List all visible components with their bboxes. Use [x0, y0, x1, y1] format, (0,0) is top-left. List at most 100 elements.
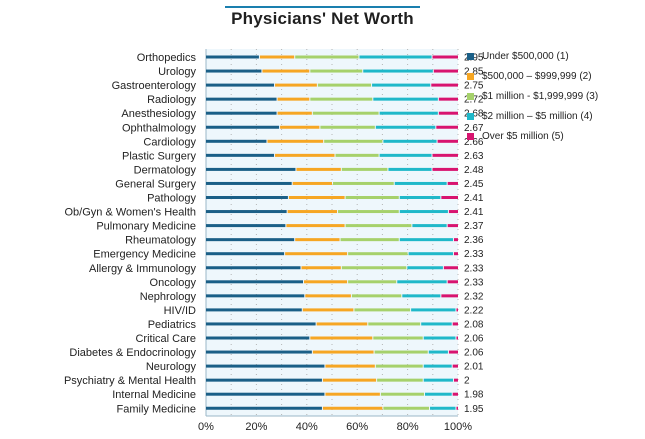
- bar-segment: [305, 294, 351, 298]
- category-label: Pediatrics: [148, 319, 197, 331]
- bar-segment: [345, 196, 399, 199]
- bar-segment: [206, 196, 288, 199]
- bar-segment: [206, 210, 287, 214]
- bar-segment: [374, 350, 428, 354]
- score-label: 2.33: [464, 249, 484, 260]
- bar-segment: [206, 266, 301, 270]
- bar-segment: [373, 336, 423, 340]
- bar-segment: [452, 364, 458, 368]
- category-label: Nephrology: [140, 291, 197, 303]
- bar-segment: [206, 83, 275, 87]
- bar-segment: [432, 153, 458, 157]
- bar-segment: [206, 364, 325, 368]
- bar-segment: [437, 139, 458, 143]
- bar-segment: [351, 294, 402, 298]
- bar-segment: [285, 252, 348, 256]
- score-label: 2.41: [464, 193, 484, 204]
- legend: Under $500,000 (1) $500,000 – $999,999 (2…: [467, 46, 598, 146]
- bar-segment: [324, 139, 383, 143]
- bar-segment: [310, 97, 373, 101]
- legend-swatch-icon: [467, 92, 474, 100]
- bar-segment: [423, 364, 452, 368]
- bar-segment: [286, 224, 345, 228]
- bar-segment: [275, 83, 317, 87]
- score-label: 2: [464, 376, 470, 387]
- bar-segment: [423, 378, 453, 382]
- bar-segment: [359, 55, 432, 59]
- bar-segment: [325, 364, 375, 368]
- score-label: 2.75: [464, 81, 484, 92]
- legend-item: $2 million – $5 million (4): [467, 106, 598, 126]
- bar-segment: [443, 266, 458, 270]
- legend-item: Over $5 million (5): [467, 126, 598, 146]
- bar-segment: [338, 210, 399, 214]
- bar-segment: [325, 392, 380, 396]
- gridlines: [205, 49, 459, 417]
- x-tick-label: 40%: [296, 421, 318, 433]
- bar-segment: [280, 125, 320, 129]
- bar-segment: [345, 224, 412, 228]
- bar-segment: [397, 280, 447, 284]
- bar-segment: [383, 139, 437, 143]
- score-label: 2.08: [464, 319, 484, 330]
- bar-segment: [206, 224, 286, 228]
- bar-segment: [348, 252, 408, 256]
- score-label: 2.48: [464, 165, 484, 176]
- category-label: Diabetes & Endocrinology: [69, 347, 196, 359]
- bar-segment: [399, 238, 453, 242]
- bar-segment: [206, 181, 292, 185]
- x-axis-ticks: 0% 20% 40% 60% 80% 100%: [198, 421, 472, 433]
- bar-segment: [399, 210, 448, 214]
- bar-segment: [373, 97, 438, 101]
- bar-segment: [375, 125, 436, 129]
- category-label: Ophthalmology: [122, 122, 196, 134]
- bar-segment: [206, 280, 304, 284]
- bar-segment: [322, 406, 383, 410]
- bar-segment: [206, 111, 277, 115]
- bar-segment: [421, 322, 452, 326]
- bar-segment: [448, 210, 458, 214]
- legend-swatch-icon: [467, 112, 474, 120]
- bar-segment: [320, 125, 375, 129]
- bar-segment: [428, 350, 448, 354]
- bar-segment: [310, 336, 373, 340]
- score-label: 2.22: [464, 305, 484, 316]
- score-label: 2.41: [464, 207, 484, 218]
- bar-segment: [296, 167, 341, 171]
- bar-segment: [292, 181, 332, 185]
- bar-segment: [432, 55, 458, 59]
- score-label: 2.72: [464, 95, 484, 106]
- category-label: Critical Care: [135, 333, 196, 345]
- score-label: 2.01: [464, 362, 484, 373]
- category-label: Allergy & Immunology: [89, 263, 196, 275]
- category-label: Urology: [158, 66, 196, 78]
- score-label: 2.33: [464, 277, 484, 288]
- bar-segment: [399, 196, 441, 199]
- bar-segment: [206, 97, 277, 101]
- score-label: 1.95: [464, 404, 484, 415]
- category-label: Neurology: [146, 361, 197, 373]
- category-label: Rheumatology: [125, 235, 196, 247]
- legend-swatch-icon: [467, 132, 474, 140]
- bar-segment: [456, 308, 458, 312]
- bar-segment: [206, 125, 280, 129]
- bar-segment: [372, 83, 431, 87]
- bar-segment: [412, 224, 447, 228]
- bar-segment: [206, 55, 259, 59]
- legend-item: Under $500,000 (1): [467, 46, 598, 66]
- score-label: 2.33: [464, 263, 484, 274]
- category-label: Dermatology: [134, 164, 197, 176]
- category-label: Anesthesiology: [121, 108, 196, 120]
- bar-segment: [277, 111, 312, 115]
- bar-segment: [304, 280, 348, 284]
- category-label: Emergency Medicine: [93, 249, 196, 261]
- bar-segment: [348, 280, 397, 284]
- score-label: 2.37: [464, 221, 484, 232]
- bar-segment: [388, 167, 432, 171]
- bar-segment: [430, 406, 456, 410]
- score-labels: 2.952.852.752.722.682.672.662.632.482.45…: [464, 53, 484, 415]
- bar-segment: [433, 69, 458, 73]
- bar-segment: [310, 69, 363, 73]
- bar-segment: [441, 196, 458, 199]
- category-label: General Surgery: [115, 178, 196, 190]
